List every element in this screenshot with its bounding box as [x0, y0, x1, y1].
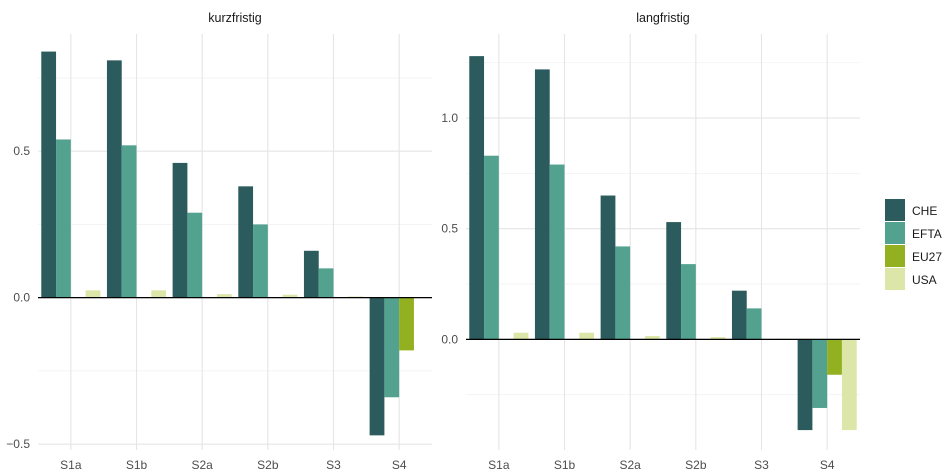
panel-langfristig: langfristig 0.0 0.5 1.0 S1a S1b S2a S2b S3 S4: [441, 11, 860, 472]
bar-USA-S1b: [579, 332, 595, 340]
bar-USA-S4: [841, 339, 857, 431]
bar-CHE-S4: [369, 297, 385, 436]
bar-CHE-S1b: [106, 60, 122, 298]
x-tick-label: S2a: [619, 458, 641, 472]
bar-CHE-S1a: [469, 56, 485, 340]
y-tick-label: −0.5: [6, 437, 30, 451]
y-tick-label: 0.5: [441, 222, 458, 236]
y-tick-label: 1.0: [441, 111, 458, 125]
x-tick-label: S3: [754, 458, 769, 472]
bar-EFTA-S2a: [615, 246, 631, 340]
bar-CHE-S2b: [666, 222, 682, 340]
y-tick-label: 0.0: [441, 332, 458, 346]
legend-label-EFTA: EFTA: [912, 227, 942, 241]
panel-kurzfristig: kurzfristig −0.5 0.0 0.5 S1a S1b S2a S2b S3 S4: [6, 11, 432, 472]
x-tick-label: S4: [820, 458, 835, 472]
x-tick-label: S1b: [126, 458, 148, 472]
bar-CHE-S4: [797, 339, 813, 431]
bar-CHE-S2b: [238, 186, 254, 298]
bar-EU27-S4: [399, 297, 414, 351]
bar-EFTA-S4: [812, 339, 828, 408]
bar-EFTA-S4: [384, 297, 400, 398]
bar-EFTA-S3: [746, 308, 762, 340]
bar-CHE-S1a: [41, 51, 57, 298]
x-tick-label: S2b: [257, 458, 279, 472]
bar-EFTA-S3: [318, 268, 334, 298]
bar-USA-S2b: [710, 337, 726, 340]
bar-EFTA-S2a: [187, 212, 203, 298]
bar-CHE-S2a: [600, 195, 616, 340]
x-tick-label: S1a: [488, 458, 510, 472]
facet-title: kurzfristig: [208, 11, 262, 25]
x-tick-label: S1b: [554, 458, 576, 472]
legend-label-USA: USA: [912, 273, 937, 287]
bar-USA-S1a: [85, 290, 101, 298]
y-tick-label: 0.0: [13, 291, 30, 305]
bar-USA-S2a: [644, 336, 660, 340]
bar-CHE-S3: [731, 290, 747, 340]
bar-EFTA-S1a: [56, 139, 71, 298]
bar-CHE-S3: [303, 250, 319, 298]
x-tick-label: S4: [392, 458, 407, 472]
bar-USA-S1b: [151, 290, 167, 298]
y-tick-label: 0.5: [13, 144, 30, 158]
legend-key-EFTA: [885, 222, 905, 244]
x-tick-label: S2a: [191, 458, 213, 472]
bar-EFTA-S1a: [484, 155, 499, 340]
legend-key-EU27: [885, 245, 905, 267]
legend-key-USA: [885, 268, 905, 290]
bar-EU27-S4: [827, 339, 842, 375]
x-tick-label: S2b: [685, 458, 707, 472]
x-tick-label: S3: [326, 458, 341, 472]
x-tick-label: S1a: [60, 458, 82, 472]
bar-USA-S2b: [282, 294, 298, 298]
legend-label-CHE: CHE: [912, 204, 937, 218]
bar-USA-S2a: [216, 294, 232, 298]
legend: CHE EFTA EU27 USA: [885, 199, 942, 290]
bar-EFTA-S2b: [253, 224, 268, 298]
bar-EFTA-S2b: [681, 264, 696, 340]
legend-label-EU27: EU27: [912, 250, 942, 264]
facet-title: langfristig: [636, 11, 690, 25]
bar-CHE-S1b: [534, 69, 550, 340]
bar-CHE-S2a: [172, 162, 188, 298]
bar-EFTA-S1b: [121, 145, 137, 298]
bar-EFTA-S1b: [549, 164, 565, 340]
bar-USA-S1a: [513, 332, 529, 340]
legend-key-CHE: [885, 199, 905, 221]
